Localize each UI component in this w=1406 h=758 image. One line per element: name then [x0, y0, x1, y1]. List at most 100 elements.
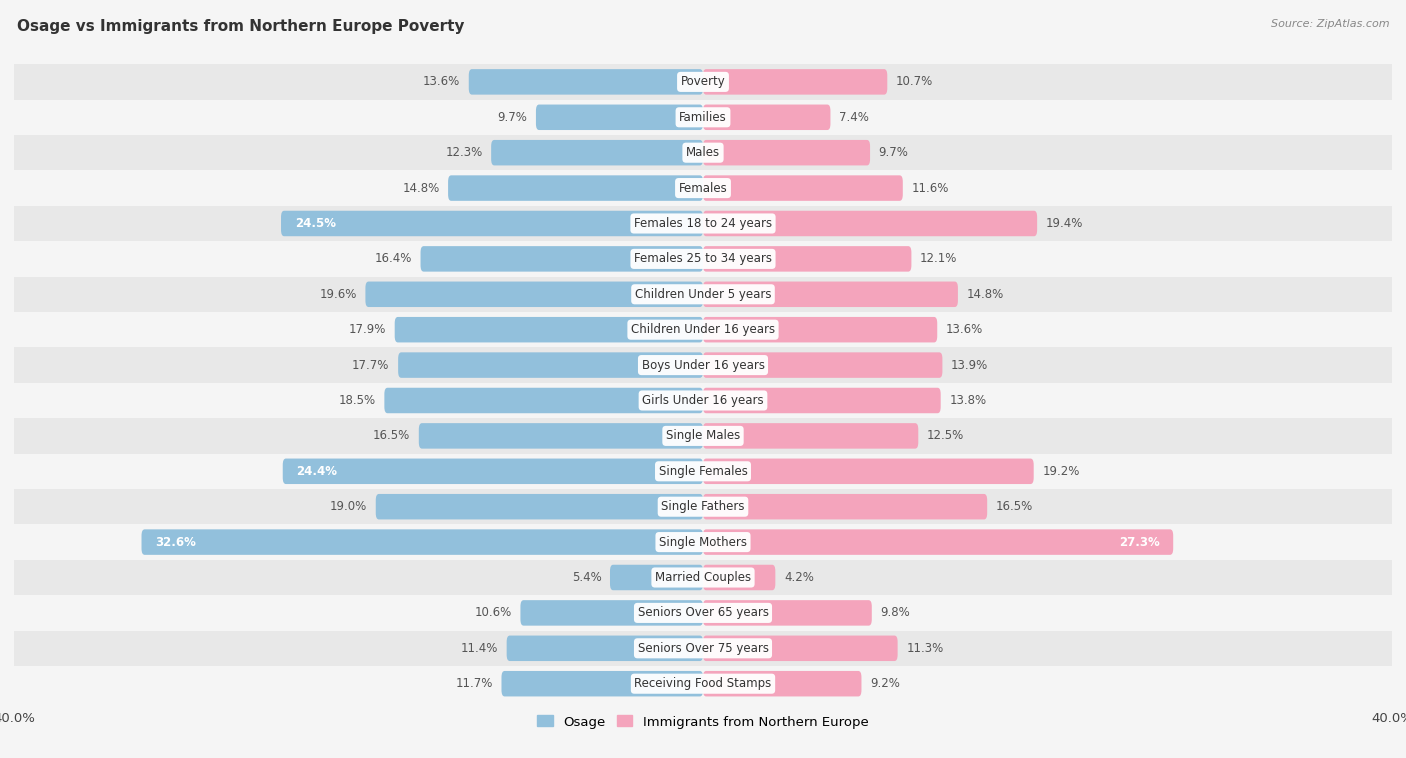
Bar — [14, 489, 1392, 525]
Text: 18.5%: 18.5% — [339, 394, 375, 407]
Text: Osage vs Immigrants from Northern Europe Poverty: Osage vs Immigrants from Northern Europe… — [17, 19, 464, 34]
Text: Seniors Over 65 years: Seniors Over 65 years — [637, 606, 769, 619]
Bar — [14, 64, 1392, 99]
FancyBboxPatch shape — [610, 565, 703, 590]
Bar — [14, 631, 1392, 666]
Bar — [14, 241, 1392, 277]
FancyBboxPatch shape — [703, 140, 870, 165]
Text: Children Under 5 years: Children Under 5 years — [634, 288, 772, 301]
Text: Single Fathers: Single Fathers — [661, 500, 745, 513]
Bar — [14, 277, 1392, 312]
Text: Source: ZipAtlas.com: Source: ZipAtlas.com — [1271, 19, 1389, 29]
Bar — [14, 347, 1392, 383]
FancyBboxPatch shape — [281, 211, 703, 236]
Text: 11.6%: 11.6% — [911, 182, 949, 195]
FancyBboxPatch shape — [375, 494, 703, 519]
FancyBboxPatch shape — [703, 105, 831, 130]
Text: 11.7%: 11.7% — [456, 677, 494, 691]
Text: 4.2%: 4.2% — [785, 571, 814, 584]
Text: 14.8%: 14.8% — [402, 182, 440, 195]
FancyBboxPatch shape — [468, 69, 703, 95]
Text: 19.2%: 19.2% — [1042, 465, 1080, 478]
Bar — [14, 205, 1392, 241]
FancyBboxPatch shape — [703, 671, 862, 697]
Text: Married Couples: Married Couples — [655, 571, 751, 584]
Bar — [14, 666, 1392, 701]
FancyBboxPatch shape — [703, 246, 911, 271]
FancyBboxPatch shape — [703, 317, 938, 343]
Text: 9.8%: 9.8% — [880, 606, 910, 619]
Text: 19.6%: 19.6% — [319, 288, 357, 301]
FancyBboxPatch shape — [703, 69, 887, 95]
Text: Males: Males — [686, 146, 720, 159]
Legend: Osage, Immigrants from Northern Europe: Osage, Immigrants from Northern Europe — [531, 710, 875, 734]
Text: 13.8%: 13.8% — [949, 394, 987, 407]
Bar — [14, 99, 1392, 135]
FancyBboxPatch shape — [384, 388, 703, 413]
FancyBboxPatch shape — [506, 635, 703, 661]
Text: 11.4%: 11.4% — [461, 642, 498, 655]
Text: 12.5%: 12.5% — [927, 429, 965, 443]
FancyBboxPatch shape — [703, 494, 987, 519]
FancyBboxPatch shape — [491, 140, 703, 165]
Text: 16.5%: 16.5% — [995, 500, 1033, 513]
FancyBboxPatch shape — [395, 317, 703, 343]
Text: 14.8%: 14.8% — [966, 288, 1004, 301]
Text: 12.1%: 12.1% — [920, 252, 957, 265]
FancyBboxPatch shape — [703, 459, 1033, 484]
Text: 10.7%: 10.7% — [896, 75, 934, 89]
Bar — [14, 453, 1392, 489]
FancyBboxPatch shape — [502, 671, 703, 697]
Text: Poverty: Poverty — [681, 75, 725, 89]
Bar — [14, 525, 1392, 560]
Text: 17.9%: 17.9% — [349, 323, 387, 337]
FancyBboxPatch shape — [366, 281, 703, 307]
FancyBboxPatch shape — [703, 281, 957, 307]
FancyBboxPatch shape — [449, 175, 703, 201]
FancyBboxPatch shape — [142, 529, 703, 555]
Text: Children Under 16 years: Children Under 16 years — [631, 323, 775, 337]
Text: Girls Under 16 years: Girls Under 16 years — [643, 394, 763, 407]
Text: 13.6%: 13.6% — [423, 75, 460, 89]
FancyBboxPatch shape — [703, 388, 941, 413]
FancyBboxPatch shape — [283, 459, 703, 484]
Text: Single Males: Single Males — [666, 429, 740, 443]
Text: Seniors Over 75 years: Seniors Over 75 years — [637, 642, 769, 655]
Text: 32.6%: 32.6% — [155, 536, 197, 549]
Text: 11.3%: 11.3% — [907, 642, 943, 655]
FancyBboxPatch shape — [703, 565, 775, 590]
FancyBboxPatch shape — [419, 423, 703, 449]
Text: 27.3%: 27.3% — [1119, 536, 1160, 549]
FancyBboxPatch shape — [703, 529, 1173, 555]
Text: 19.4%: 19.4% — [1046, 217, 1083, 230]
Text: 16.4%: 16.4% — [374, 252, 412, 265]
FancyBboxPatch shape — [703, 635, 897, 661]
FancyBboxPatch shape — [420, 246, 703, 271]
FancyBboxPatch shape — [536, 105, 703, 130]
Text: 9.7%: 9.7% — [498, 111, 527, 124]
FancyBboxPatch shape — [703, 423, 918, 449]
Text: 5.4%: 5.4% — [572, 571, 602, 584]
Bar — [14, 383, 1392, 418]
Text: 9.7%: 9.7% — [879, 146, 908, 159]
Text: 17.7%: 17.7% — [352, 359, 389, 371]
Bar — [14, 418, 1392, 453]
Text: Females 18 to 24 years: Females 18 to 24 years — [634, 217, 772, 230]
FancyBboxPatch shape — [703, 211, 1038, 236]
Bar — [14, 560, 1392, 595]
Text: Boys Under 16 years: Boys Under 16 years — [641, 359, 765, 371]
Text: 16.5%: 16.5% — [373, 429, 411, 443]
Text: 9.2%: 9.2% — [870, 677, 900, 691]
Text: 19.0%: 19.0% — [330, 500, 367, 513]
Text: 7.4%: 7.4% — [839, 111, 869, 124]
Bar — [14, 171, 1392, 205]
FancyBboxPatch shape — [703, 600, 872, 625]
FancyBboxPatch shape — [703, 175, 903, 201]
Text: 24.5%: 24.5% — [295, 217, 336, 230]
FancyBboxPatch shape — [703, 352, 942, 377]
Bar — [14, 595, 1392, 631]
FancyBboxPatch shape — [398, 352, 703, 377]
Text: Females: Females — [679, 182, 727, 195]
Text: 10.6%: 10.6% — [475, 606, 512, 619]
FancyBboxPatch shape — [520, 600, 703, 625]
